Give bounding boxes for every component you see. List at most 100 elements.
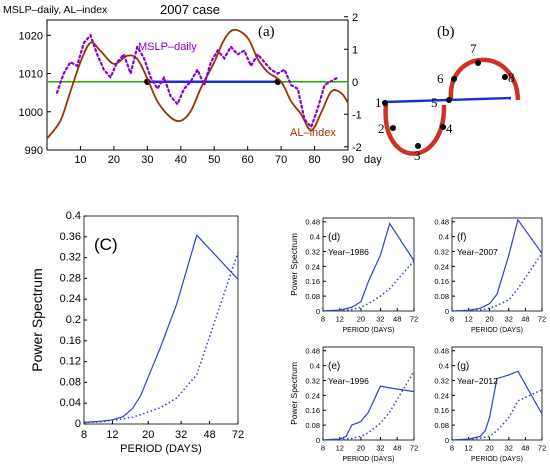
y-tick-label: 0 xyxy=(316,436,320,445)
solid-series-line xyxy=(322,222,415,312)
cycle-point-label: 1 xyxy=(375,95,382,110)
y-tick-label: 0.24 xyxy=(305,262,320,271)
solid-series-line xyxy=(451,218,543,312)
y-tick-label: 0.12 xyxy=(60,356,81,368)
x-tick-label: 48 xyxy=(393,444,401,453)
y-tick-label: 0.4 xyxy=(310,233,320,242)
x-axis-title: PERIOD (DAYS) xyxy=(471,327,523,334)
y-tick-label: 0.08 xyxy=(305,292,320,301)
x-tick-label: 32 xyxy=(175,429,187,441)
x-tick-label: 8 xyxy=(81,429,87,441)
panel-letter: (f) xyxy=(457,232,466,243)
x-tick-label: 40 xyxy=(175,154,187,166)
x-tick-label: 20 xyxy=(142,429,154,441)
y-tick-label: 0.24 xyxy=(434,391,449,400)
x-axis-title: PERIOD (DAYS) xyxy=(343,456,395,463)
x-tick-label: 48 xyxy=(393,315,401,324)
y-tick-label: 0.24 xyxy=(434,262,449,271)
x-tick-label: 30 xyxy=(141,154,153,166)
y-axis-title: Power Spectrum xyxy=(289,233,299,296)
y-tick-label: 0.32 xyxy=(305,376,320,385)
y-tick-label: 0.32 xyxy=(434,247,449,256)
y-axis-title: Power Spectrum xyxy=(29,268,45,371)
cycle-point-marker xyxy=(390,125,396,131)
cycle-point-label: 7 xyxy=(470,41,477,56)
solid-series-line xyxy=(83,234,239,423)
dotted-series-line xyxy=(451,389,543,441)
y-tick-label: 0.08 xyxy=(305,421,320,430)
x-tick-label: 32 xyxy=(505,315,513,324)
year-label: Year–1996 xyxy=(328,376,369,386)
cycle-point-marker xyxy=(451,76,457,82)
y-tick-label: 0.16 xyxy=(434,406,449,415)
dotted-series-line xyxy=(451,252,543,312)
x-tick-label: 10 xyxy=(74,154,86,166)
y-left-tick-label: 1000 xyxy=(19,107,43,119)
y-tick-label: 0 xyxy=(316,307,320,316)
mslp-series-label: MSLP–daily xyxy=(138,41,197,53)
y-left-tick-label: 1010 xyxy=(19,69,43,81)
year-label: Year–2007 xyxy=(457,247,498,257)
cycle-point-marker xyxy=(502,74,508,80)
x-tick-label: 12 xyxy=(106,429,118,441)
y-right-tick-label: -2 xyxy=(352,142,362,154)
x-tick-label: 12 xyxy=(464,315,472,324)
panel-letter: (g) xyxy=(457,361,469,372)
y-tick-label: 0 xyxy=(445,307,449,316)
panel-b: 1 2 3 45 6 7 8 (b) xyxy=(375,24,521,163)
top-left-label: MSLP–daily, AL–index xyxy=(3,4,108,16)
x-tick-label: 80 xyxy=(308,154,320,166)
x-tick-label: 90 xyxy=(342,154,354,166)
x-tick-label: 12 xyxy=(336,444,344,453)
x-tick-label: 12 xyxy=(336,315,344,324)
x-tick-label: 32 xyxy=(376,315,384,324)
plot-frame xyxy=(451,346,543,441)
x-tick-label: 72 xyxy=(538,444,546,453)
x-tick-label: 72 xyxy=(538,315,546,324)
y-tick-label: 0.4 xyxy=(439,362,449,371)
y-tick-label: 0.32 xyxy=(434,376,449,385)
cycle-point-label: 4 xyxy=(446,121,453,136)
y-tick-label: 0.04 xyxy=(60,397,81,409)
panel-letter: (e) xyxy=(328,361,340,372)
upper-loop xyxy=(448,57,521,101)
x-tick-label: 48 xyxy=(203,429,215,441)
y-tick-label: 0.36 xyxy=(60,231,81,243)
cycle-point-label: 2 xyxy=(378,121,385,136)
x-tick-label: 20 xyxy=(357,315,365,324)
panel-d: 0 0.08 0.16 0.24 0.32 0.4 0.48 8 12 20 32 48 72 PERIO… xyxy=(289,217,418,334)
x-tick-label: 32 xyxy=(376,444,384,453)
plot-frame xyxy=(451,217,543,312)
x-tick-label: 72 xyxy=(410,315,418,324)
x-tick-label: 8 xyxy=(321,444,325,453)
x-tick-label: 70 xyxy=(275,154,287,166)
y-tick-label: 0.4 xyxy=(66,210,81,222)
cycle-point-label: 8 xyxy=(508,70,515,85)
panel-letter: (C) xyxy=(94,235,118,254)
y-tick-label: 0.32 xyxy=(60,252,81,264)
y-tick-label: 0.28 xyxy=(60,272,81,284)
cycle-point-marker xyxy=(415,143,421,149)
plot-frame xyxy=(46,19,349,151)
x-axis-title: PERIOD (DAYS) xyxy=(471,456,523,463)
panel-a: 10 20 30 40 50 60 70 80 90 day990100010101020-2-1… xyxy=(19,12,383,166)
y-tick-label: 0.24 xyxy=(60,293,81,305)
y-right-tick-label: 0 xyxy=(352,77,358,89)
y-right-tick-label: 2 xyxy=(352,12,358,24)
dotted-series-line xyxy=(83,252,239,424)
y-tick-label: 0.32 xyxy=(305,247,320,256)
panel-b-letter: (b) xyxy=(437,24,455,40)
y-left-tick-label: 1020 xyxy=(19,30,43,42)
y-tick-label: 0.4 xyxy=(310,362,320,371)
x-tick-label: 12 xyxy=(464,444,472,453)
x-tick-label: 8 xyxy=(450,315,454,324)
cycle-point-label: 5 xyxy=(431,95,438,110)
al-index-line xyxy=(46,28,349,140)
panel-g: 0 0.08 0.16 0.24 0.32 0.4 0.48 8 12 20 32 48 72 PERIO… xyxy=(434,346,546,463)
x-axis-title: PERIOD (DAYS) xyxy=(120,443,202,455)
y-tick-label: 0.48 xyxy=(434,218,449,227)
y-tick-label: 0.16 xyxy=(434,277,449,286)
panel-a-title: 2007 case xyxy=(160,2,220,17)
x-tick-label: 48 xyxy=(521,315,529,324)
x-axis-title: day xyxy=(364,154,382,166)
